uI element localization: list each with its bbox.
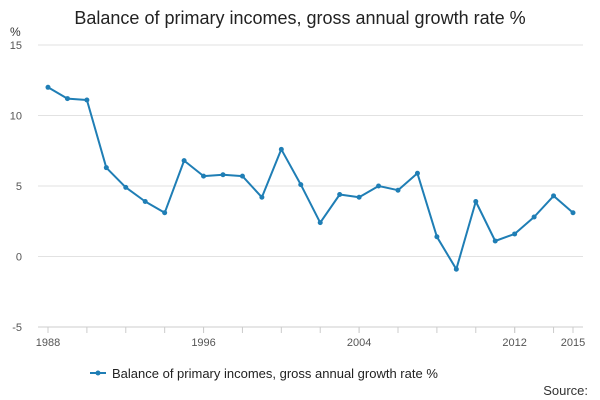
series-line bbox=[47, 86, 574, 271]
data-point bbox=[201, 173, 207, 179]
x-tick-label: 1988 bbox=[36, 337, 60, 349]
data-point bbox=[434, 234, 440, 240]
legend-label: Balance of primary incomes, gross annual… bbox=[112, 366, 438, 381]
grid-lines bbox=[38, 44, 583, 328]
data-point bbox=[239, 173, 245, 179]
data-point bbox=[84, 97, 90, 103]
data-point bbox=[103, 165, 109, 171]
data-point bbox=[64, 96, 70, 102]
x-tick-label: 2015 bbox=[561, 337, 585, 349]
y-tick-label: 5 bbox=[16, 181, 22, 193]
data-point bbox=[298, 182, 304, 188]
y-tick-label: -5 bbox=[12, 322, 22, 334]
y-tick-label: 15 bbox=[10, 40, 22, 52]
legend-point-marker bbox=[95, 370, 101, 376]
data-point bbox=[142, 199, 148, 205]
data-point bbox=[317, 220, 323, 226]
data-point bbox=[356, 194, 362, 200]
y-unit-label: % bbox=[10, 25, 21, 39]
y-tick-label: 10 bbox=[10, 111, 22, 123]
series-layer bbox=[45, 84, 576, 272]
chart-title: Balance of primary incomes, gross annual… bbox=[74, 8, 525, 28]
x-axis-ticks: 1988 1996 2004 2012 2015 bbox=[36, 326, 585, 349]
x-tick-label: 2012 bbox=[502, 337, 526, 349]
y-axis-ticks: 15 10 5 0 -5 bbox=[10, 40, 22, 334]
data-point bbox=[181, 158, 187, 164]
legend: Balance of primary incomes, gross annual… bbox=[90, 366, 438, 381]
data-point bbox=[162, 210, 168, 216]
data-point bbox=[414, 170, 420, 176]
data-point bbox=[453, 266, 459, 272]
y-tick-label: 0 bbox=[16, 252, 22, 264]
data-point bbox=[531, 214, 537, 220]
data-point bbox=[570, 210, 576, 216]
data-point bbox=[123, 184, 129, 190]
data-point bbox=[551, 193, 557, 199]
source-label: Source: bbox=[543, 383, 588, 398]
data-point bbox=[473, 199, 479, 205]
data-point bbox=[395, 187, 401, 193]
x-tick-label: 1996 bbox=[191, 337, 215, 349]
data-point bbox=[337, 191, 343, 197]
data-point bbox=[376, 183, 382, 189]
data-point bbox=[512, 231, 518, 237]
data-point bbox=[278, 146, 284, 152]
data-point bbox=[492, 238, 498, 244]
data-point bbox=[259, 194, 265, 200]
x-tick-label: 2004 bbox=[347, 337, 371, 349]
data-point bbox=[45, 84, 51, 90]
data-point bbox=[220, 172, 226, 178]
